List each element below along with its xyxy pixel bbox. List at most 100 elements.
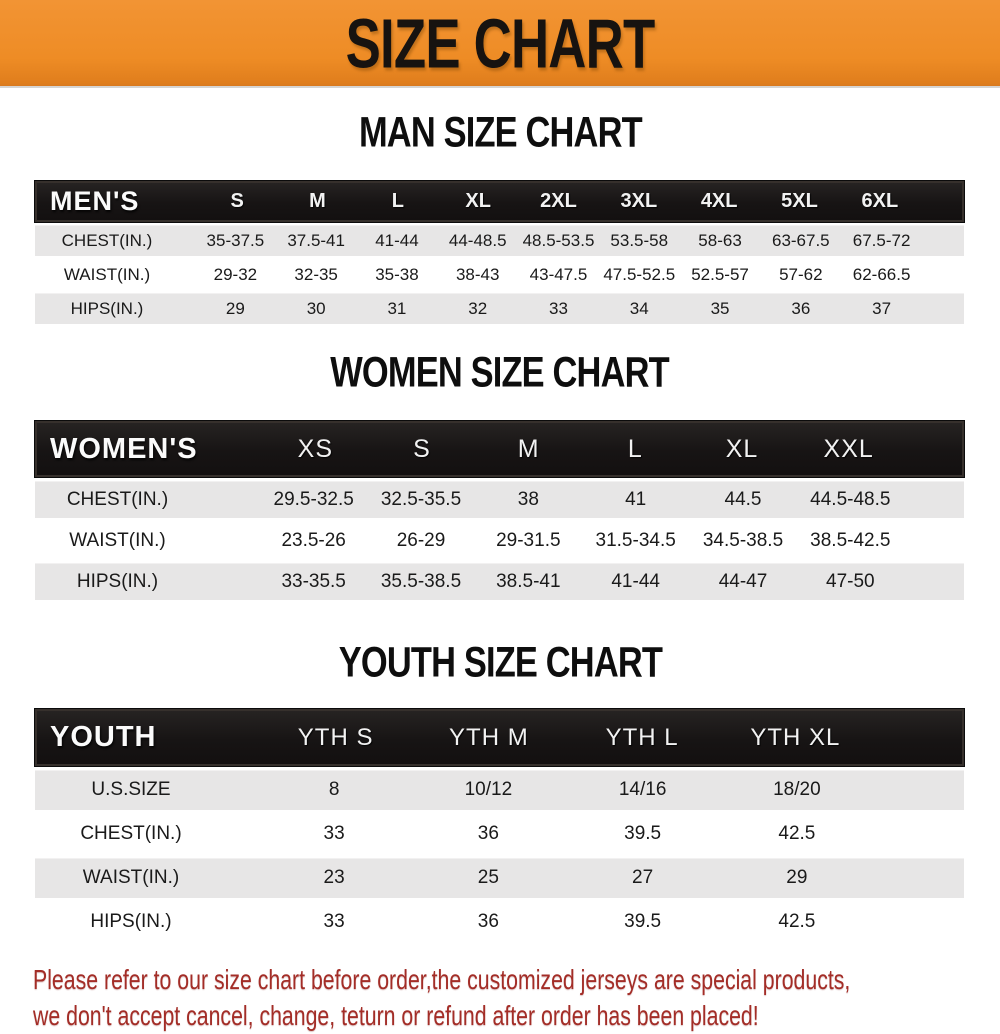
table-header-label: MEN'S <box>50 186 140 216</box>
size-column-header: YTH S <box>297 723 374 751</box>
row-label-cell: CHEST(IN.) <box>61 230 153 250</box>
size-value-cell: 41 <box>625 488 647 510</box>
size-value-cell: 62-66.5 <box>852 264 911 284</box>
banner-title: SIZE CHART <box>345 3 656 83</box>
size-value-cell: 35.5-38.5 <box>380 570 462 592</box>
size-value-cell: 25 <box>477 867 499 888</box>
size-value-cell: 53.5-58 <box>610 230 669 250</box>
row-label-cell: HIPS(IN.) <box>76 570 159 592</box>
size-value-cell: 33 <box>549 298 568 318</box>
size-value-cell: 32-35 <box>294 264 338 284</box>
size-value-cell: 41-44 <box>375 230 419 250</box>
size-value-cell: 39.5 <box>624 823 662 844</box>
size-column-header: XXL <box>823 434 874 463</box>
youth-section-heading: YOUTH SIZE CHART <box>0 637 1000 689</box>
size-chart-banner: SIZE CHART <box>0 0 1000 88</box>
size-value-cell: 29-32 <box>213 264 258 284</box>
size-column-header: L <box>627 434 643 463</box>
size-value-cell: 35 <box>710 298 730 318</box>
men-size-section: MAN SIZE CHART MEN'S S M L XL 2XL 3XL 4XL 5XL 6XL… <box>0 110 1000 324</box>
women-size-section: WOMEN SIZE CHART WOMEN'S XS S M L XL XXL CHEST(… <box>0 347 1000 600</box>
size-value-cell: 33-35.5 <box>281 570 346 592</box>
size-column-header: 4XL <box>700 190 738 212</box>
size-value-cell: 38-43 <box>455 264 500 284</box>
size-value-cell: 27 <box>632 867 654 888</box>
table-row: HIPS(IN.) 33-35.5 35.5-38.5 38.5-41 41-44 44-… <box>35 563 964 600</box>
size-value-cell: 52.5-57 <box>691 264 749 284</box>
table-row: WAIST(IN.) 23 25 27 29 <box>35 858 964 898</box>
table-header-label: YOUTH <box>50 721 157 753</box>
table-row: CHEST(IN.) 29.5-32.5 32.5-35.5 38 41 44.5 44.5… <box>35 481 964 518</box>
women-size-table: WOMEN'S XS S M L XL XXL CHEST(IN.) 29.5-32.5 32.5… <box>34 420 965 600</box>
size-value-cell: 8 <box>328 779 340 800</box>
size-value-cell: 48.5-53.5 <box>522 230 595 250</box>
size-value-cell: 39.5 <box>624 911 662 932</box>
size-value-cell: 23.5-26 <box>281 529 346 551</box>
size-value-cell: 29.5-32.5 <box>273 488 354 510</box>
row-label-cell: WAIST(IN.) <box>82 867 180 888</box>
table-header-row: WOMEN'S XS S M L XL XXL <box>34 420 965 478</box>
size-column-header: M <box>309 190 326 212</box>
row-label-cell: HIPS(IN.) <box>90 911 172 932</box>
table-row: WAIST(IN.) 29-32 32-35 35-38 38-43 43-47.5 47.… <box>35 259 964 290</box>
men-size-table: MEN'S S M L XL 2XL 3XL 4XL 5XL 6XL CHEST(IN.) 35-37… <box>34 180 965 324</box>
size-column-header: YTH M <box>449 723 529 751</box>
size-value-cell: 36 <box>477 823 499 844</box>
youth-size-section: YOUTH SIZE CHART YOUTH YTH S YTH M YTH L YTH… <box>0 637 1000 942</box>
table-header-row: YOUTH YTH S YTH M YTH L YTH XL <box>34 708 965 767</box>
table-row: WAIST(IN.) 23.5-26 26-29 29-31.5 31.5-34.5 34… <box>35 522 964 559</box>
size-value-cell: 31.5-34.5 <box>595 529 676 551</box>
size-value-cell: 32 <box>468 298 488 318</box>
size-value-cell: 44.5-48.5 <box>810 488 891 510</box>
table-row: U.S.SIZE 8 10/12 14/16 18/20 <box>35 770 964 810</box>
youth-section-heading-text: YOUTH SIZE CHART <box>338 637 662 687</box>
size-value-cell: 33 <box>323 911 345 932</box>
size-value-cell: 38.5-42.5 <box>810 529 891 551</box>
size-column-header: YTH L <box>605 723 679 751</box>
size-value-cell: 33 <box>323 823 345 844</box>
size-value-cell: 67.5-72 <box>852 230 911 250</box>
size-value-cell: 34 <box>629 298 649 318</box>
size-value-cell: 26-29 <box>396 529 446 551</box>
size-value-cell: 30 <box>306 298 326 318</box>
size-value-cell: 43-47.5 <box>529 264 588 284</box>
size-column-header: 6XL <box>861 190 899 212</box>
size-value-cell: 47.5-52.5 <box>603 264 676 284</box>
size-value-cell: 63-67.5 <box>771 230 830 250</box>
size-value-cell: 14/16 <box>618 779 667 800</box>
table-header-row: MEN'S S M L XL 2XL 3XL 4XL 5XL 6XL <box>34 180 965 223</box>
women-section-heading-text: WOMEN SIZE CHART <box>330 347 670 397</box>
size-column-header: S <box>230 190 244 212</box>
row-label-cell: U.S.SIZE <box>91 779 171 800</box>
size-value-cell: 36 <box>791 298 811 318</box>
row-label-cell: CHEST(IN.) <box>66 488 169 510</box>
size-value-cell: 32.5-35.5 <box>380 488 462 510</box>
size-value-cell: 38.5-41 <box>496 570 561 592</box>
size-column-header: 5XL <box>781 190 818 212</box>
size-value-cell: 42.5 <box>778 823 816 844</box>
size-value-cell: 42.5 <box>778 911 816 932</box>
size-value-cell: 47-50 <box>826 570 875 592</box>
size-column-header: L <box>391 190 404 212</box>
size-value-cell: 10/12 <box>464 779 513 800</box>
size-value-cell: 36 <box>477 911 499 932</box>
row-label-cell: WAIST(IN.) <box>63 264 151 284</box>
disclaimer-line-2: we don't accept cancel, change, teturn o… <box>33 1000 759 1031</box>
size-value-cell: 23 <box>323 867 345 888</box>
order-disclaimer: Please refer to our size chart before or… <box>33 962 1000 1034</box>
disclaimer-line-1: Please refer to our size chart before or… <box>33 964 851 995</box>
row-label-cell: WAIST(IN.) <box>69 529 166 551</box>
size-column-header: XS <box>297 434 333 463</box>
size-value-cell: 44-48.5 <box>448 230 507 250</box>
size-column-header: M <box>517 434 540 463</box>
size-column-header: XL <box>725 434 759 463</box>
youth-size-table: YOUTH YTH S YTH M YTH L YTH XL U.S.SIZE 8 10/12… <box>34 708 965 942</box>
table-row: HIPS(IN.) 29 30 31 32 33 34 35 36 37 <box>35 293 964 324</box>
size-value-cell: 37.5-41 <box>287 230 345 250</box>
size-value-cell: 29 <box>225 298 245 318</box>
size-value-cell: 38 <box>517 488 539 510</box>
row-label-cell: HIPS(IN.) <box>70 298 144 318</box>
table-row: CHEST(IN.) 33 36 39.5 42.5 <box>35 814 964 854</box>
size-value-cell: 41-44 <box>611 570 660 592</box>
size-column-header: 3XL <box>620 190 658 212</box>
